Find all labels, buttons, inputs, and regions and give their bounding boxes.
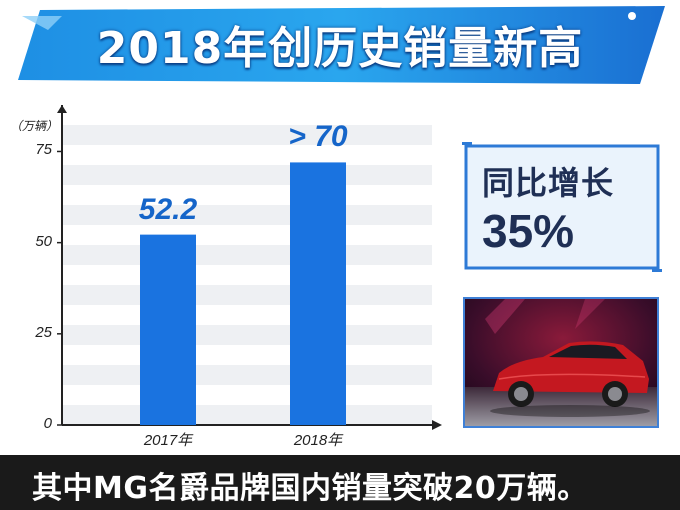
chart-grid-band	[62, 245, 432, 265]
footer-caption: 其中MG名爵品牌国内销量突破20万辆。	[32, 471, 588, 506]
y-axis-arrow	[57, 105, 67, 113]
chart-canvas	[57, 105, 442, 430]
chart-grid-band	[62, 365, 432, 385]
chart-grid-band	[62, 125, 432, 145]
red-suv-image	[465, 299, 657, 426]
chart-grid-band	[62, 165, 432, 185]
y-tick-label: 0	[43, 415, 52, 432]
y-tick-label: 50	[35, 232, 52, 250]
bar-data-label: 52.2	[138, 192, 198, 226]
car-photo	[463, 297, 659, 428]
bar-data-label: > 70	[288, 120, 348, 154]
x-tick-label: 2018年	[293, 432, 343, 449]
footer-caption-bar: 其中MG名爵品牌国内销量突破20万辆。	[0, 455, 680, 510]
header-banner: 2018年创历史销量新高	[0, 0, 680, 95]
bar-2018年	[290, 162, 346, 425]
y-tick-label: 75	[35, 141, 52, 159]
chart-grid-band	[62, 405, 432, 425]
page-title: 2018年创历史销量新高	[96, 23, 584, 74]
chart-grid-band	[62, 285, 432, 305]
bar-2017年	[140, 234, 196, 425]
y-tick-label: 25	[35, 323, 52, 341]
badge-frame	[462, 142, 662, 272]
chart-grid-band	[62, 325, 432, 345]
growth-badge: 同比增长 35%	[462, 142, 662, 272]
header-ribbon	[18, 6, 665, 84]
x-tick-label: 2017年	[143, 432, 193, 449]
x-axis-arrow	[432, 420, 442, 430]
badge-growth-value: 35%	[482, 205, 575, 257]
badge-growth-label: 同比增长	[482, 164, 615, 202]
y-axis-unit-label: （万辆）	[10, 119, 59, 133]
bar-chart: （万辆） 0 25 50 75 52.2 2017年 > 70 2018年	[0, 95, 450, 455]
